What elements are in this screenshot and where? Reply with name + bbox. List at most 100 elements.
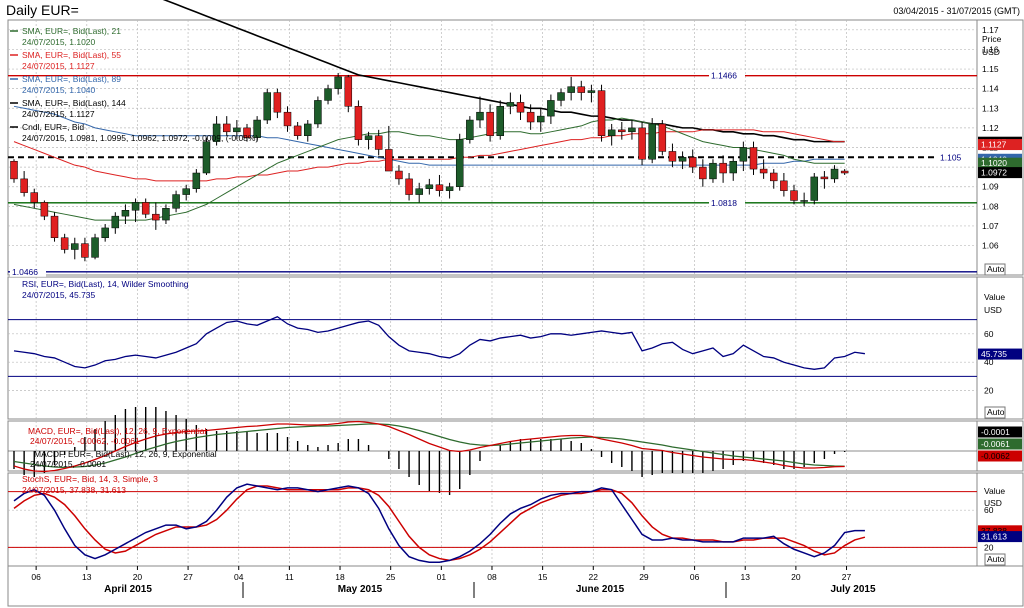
candle-body (709, 162, 717, 180)
candle-body (648, 123, 656, 160)
candle-body (638, 127, 646, 160)
rsi-line (13, 316, 866, 370)
price-tick-label: 1.09 (982, 182, 999, 192)
stoch-axis-label: Value (984, 486, 1005, 496)
x-tick-label: 04 (234, 572, 244, 582)
x-tick-label: 20 (133, 572, 143, 582)
x-tick-label: 27 (183, 572, 193, 582)
rsi-auto-button[interactable] (984, 406, 1006, 419)
legend-value: 24/07/2015, 1.0981, 1.0995, 1.0962, 1.09… (22, 133, 258, 143)
candle-body (101, 227, 109, 238)
candle-body (162, 208, 170, 221)
value-tag (978, 157, 1022, 169)
candle-body (780, 180, 788, 191)
candle-body (385, 149, 393, 172)
candle-body (283, 111, 292, 127)
rsi-axis-unit: USD (984, 305, 1002, 315)
stoch-legend-value: 24/07/2015, 37.838, 31.613 (22, 485, 126, 495)
value-tag-label: 1.0972 (981, 168, 1007, 178)
stoch-auto-button[interactable] (984, 553, 1006, 566)
candle-body (567, 86, 575, 93)
stoch-value-tag (978, 531, 1022, 543)
price-tick-label: 1.13 (982, 103, 999, 113)
macd-value-tag-label: -0.0061 (981, 439, 1010, 449)
month-label: June 2015 (576, 584, 625, 595)
stoch-d-line (13, 485, 866, 562)
rsi-value-tag (978, 348, 1022, 360)
candle-body (435, 184, 444, 191)
candle-body (516, 102, 525, 113)
stoch-legend-series: StochS, EUR=, Bid, 14, 3, Simple, 3 (22, 474, 158, 484)
value-tag (978, 139, 1022, 151)
x-tick-label: 13 (82, 572, 92, 582)
rsi-tick-label: 20 (984, 386, 994, 396)
candle-body (121, 210, 130, 217)
auto-scale-label: Auto (987, 264, 1005, 274)
candle-body (405, 178, 413, 195)
stoch-tick-label: 20 (984, 542, 994, 552)
price-tick-label: 1.14 (982, 84, 999, 94)
sma-89-line (13, 105, 845, 166)
candle-body (770, 172, 778, 182)
candle-body (202, 141, 211, 174)
candle-body (293, 125, 302, 136)
rsi-tick-label: 40 (984, 357, 994, 367)
candle-body (739, 147, 748, 162)
auto-scale-button[interactable] (984, 263, 1006, 276)
candle-body (587, 90, 596, 93)
x-tick-label: 27 (842, 572, 852, 582)
candle-body (476, 111, 484, 121)
stoch-tick-label: 60 (984, 505, 994, 515)
candle-body (415, 188, 423, 195)
sma-55-line (13, 129, 845, 182)
rsi-tick-label: 60 (984, 329, 994, 339)
stoch-axis-unit: USD (984, 498, 1002, 508)
macd-line (13, 420, 845, 473)
date-range: 03/04/2015 - 31/07/2015 (GMT) (893, 6, 1020, 16)
price-tick-label: 1.12 (982, 123, 999, 133)
candle-body (496, 106, 504, 136)
value-tag-label: 1.1127 (981, 140, 1007, 150)
legend-series: SMA, EUR=, Bid(Last), 144 (22, 98, 126, 108)
candle-body (678, 157, 687, 162)
x-tick-label: 20 (791, 572, 801, 582)
legend-value: 24/07/2015, 1.1020 (22, 37, 96, 47)
candle-body (344, 76, 353, 107)
candle-body (354, 106, 363, 140)
macd-signal-line (13, 423, 845, 469)
candle-body (30, 192, 39, 203)
candle-body (152, 213, 160, 221)
candle-body (40, 202, 49, 217)
level-label-bg (709, 69, 745, 81)
level-label: 1.105 (940, 152, 962, 162)
macd-value-tag-label: -0.0001 (981, 427, 1010, 437)
x-tick-label: 15 (538, 572, 548, 582)
stoch-k-line (13, 483, 865, 564)
candle-body (506, 102, 515, 107)
x-tick-label: 25 (386, 572, 396, 582)
stoch-value-tag-label: 37.838 (981, 526, 1007, 536)
candle-body (212, 123, 221, 142)
candle-body (820, 176, 829, 180)
level-label: 1.1466 (711, 71, 737, 81)
candle-body (729, 160, 737, 174)
candle-body (557, 92, 565, 101)
candle-body (304, 123, 312, 136)
candle-body (800, 200, 808, 202)
chart-header: Daily EUR= 03/04/2015 - 31/07/2015 (GMT) (0, 0, 1024, 20)
candle-body (628, 127, 636, 133)
candle-body (688, 157, 697, 168)
candle-body (243, 127, 251, 138)
chart-title: Daily EUR= (6, 2, 79, 18)
stoch-value-tag-label: 31.613 (981, 532, 1007, 542)
legend-value: 24/07/2015, 1.1040 (22, 85, 96, 95)
macd-value-tag (978, 438, 1022, 450)
macd-value-tag (978, 426, 1022, 438)
candle-body (20, 178, 28, 193)
x-tick-label: 08 (487, 572, 497, 582)
candle-body (790, 190, 798, 201)
month-label: April 2015 (104, 584, 152, 595)
x-tick-label: 18 (335, 572, 345, 582)
price-axis-unit: USD (982, 47, 1000, 57)
